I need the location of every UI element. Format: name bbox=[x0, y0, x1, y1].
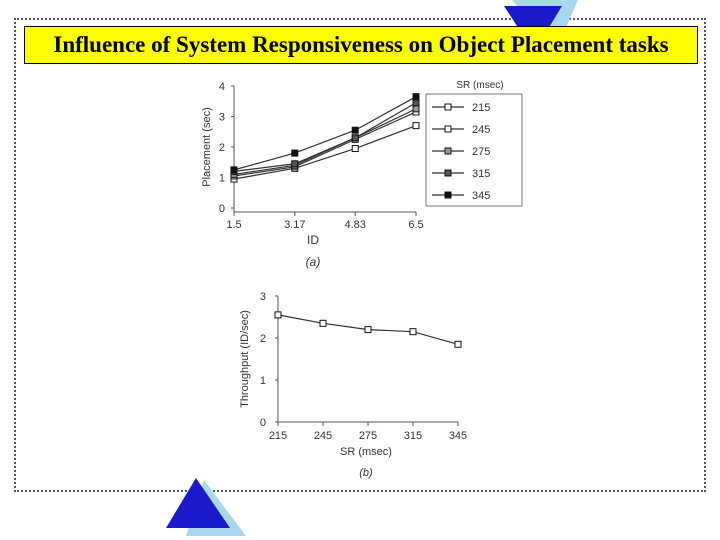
y-tick-label: 1 bbox=[219, 173, 225, 185]
data-point bbox=[319, 319, 327, 327]
y-tick-label: 0 bbox=[260, 417, 266, 429]
data-point-315 bbox=[351, 134, 359, 142]
legend-box bbox=[425, 93, 523, 207]
legend-marker-345 bbox=[444, 191, 452, 199]
legend-marker-275 bbox=[444, 147, 452, 155]
data-point-275 bbox=[412, 105, 420, 113]
x-tick-label: 1.5 bbox=[226, 219, 241, 231]
x-tick-label: 6.5 bbox=[408, 219, 423, 231]
legend-label-275: 275 bbox=[472, 146, 490, 158]
y-tick-label: 0 bbox=[219, 203, 225, 215]
panel-label: (b) bbox=[359, 467, 373, 479]
y-axis-label: Placement (sec) bbox=[201, 107, 213, 186]
data-point-345 bbox=[230, 166, 238, 174]
y-tick-label: 2 bbox=[219, 142, 225, 154]
series-line-215 bbox=[233, 125, 417, 180]
legend-title: SR (msec) bbox=[456, 80, 503, 91]
legend-label-215: 215 bbox=[472, 102, 490, 114]
series-line-245 bbox=[233, 111, 417, 177]
legend-label-315: 315 bbox=[472, 168, 490, 180]
data-point-345 bbox=[291, 149, 299, 157]
y-tick-label: 1 bbox=[260, 375, 266, 387]
data-point bbox=[409, 328, 417, 336]
x-tick-label: 275 bbox=[359, 430, 377, 442]
data-point-345 bbox=[412, 93, 420, 101]
data-point-215 bbox=[351, 145, 359, 153]
x-tick-label: 215 bbox=[269, 430, 287, 442]
throughput-chart: 0 1 2 3 215 245 275 315 345 SR (msec) Throughput (… bbox=[239, 291, 467, 479]
y-tick-label: 3 bbox=[219, 112, 225, 124]
x-tick-label: 3.17 bbox=[284, 219, 305, 231]
data-point-315 bbox=[291, 160, 299, 168]
y-tick-label: 4 bbox=[219, 81, 225, 93]
data-point-315 bbox=[412, 99, 420, 107]
data-point-345 bbox=[351, 126, 359, 134]
legend-label-245: 245 bbox=[472, 124, 490, 136]
data-point bbox=[454, 340, 462, 348]
slide-frame bbox=[14, 18, 706, 492]
x-tick-label: 315 bbox=[404, 430, 422, 442]
y-tick-label: 2 bbox=[260, 333, 266, 345]
slide-title: Influence of System Responsiveness on Ob… bbox=[24, 26, 698, 64]
legend-marker-215 bbox=[444, 103, 452, 111]
series-line-345 bbox=[233, 96, 417, 171]
x-tick-label: 345 bbox=[449, 430, 467, 442]
y-axis-label: Throughput (ID/sec) bbox=[239, 310, 251, 408]
legend-marker-315 bbox=[444, 169, 452, 177]
legend-label-345: 345 bbox=[472, 190, 490, 202]
series-line-315 bbox=[233, 102, 417, 172]
x-axis-label: SR (msec) bbox=[340, 446, 392, 458]
panel-label: (a) bbox=[306, 255, 321, 269]
data-point bbox=[364, 326, 372, 334]
legend-marker-245 bbox=[444, 125, 452, 133]
data-point bbox=[274, 311, 282, 319]
placement-time-chart: 0 1 2 3 4 1.5 3.17 4.83 6.5 ID Placement (sec) (a) S… bbox=[201, 80, 523, 269]
series-line-275 bbox=[233, 108, 417, 176]
y-tick-label: 3 bbox=[260, 291, 266, 303]
x-axis-label: ID bbox=[307, 233, 319, 247]
data-point-215 bbox=[412, 122, 420, 130]
x-tick-label: 4.83 bbox=[345, 219, 366, 231]
x-tick-label: 245 bbox=[314, 430, 332, 442]
decorative-triangle-bottom bbox=[166, 478, 246, 536]
